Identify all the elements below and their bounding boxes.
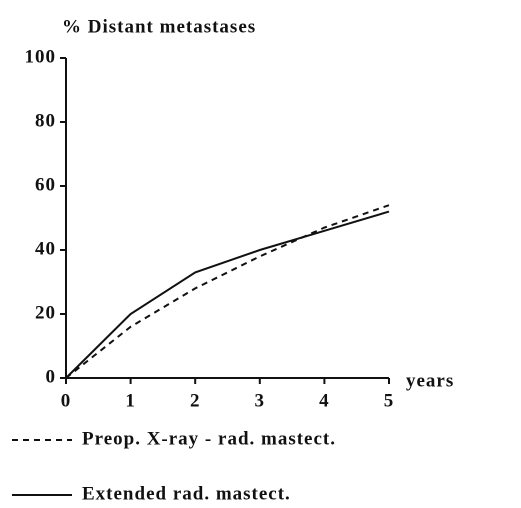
chart-title: % Distant metastases <box>62 16 256 37</box>
legend-label: Preop. X-ray - rad. mastect. <box>82 428 336 449</box>
x-tick-label: 1 <box>125 390 136 411</box>
x-tick-label: 4 <box>319 390 330 411</box>
y-tick-label: 40 <box>35 238 56 259</box>
x-tick-label: 3 <box>255 390 266 411</box>
x-axis-label: years <box>406 370 454 391</box>
y-tick-label: 100 <box>25 46 57 67</box>
y-tick-label: 60 <box>35 174 56 195</box>
legend-label: Extended rad. mastect. <box>82 483 291 504</box>
series-line <box>65 210 390 379</box>
y-tick-label: 80 <box>35 110 56 131</box>
y-tick-label: 0 <box>46 366 57 387</box>
x-tick-label: 0 <box>61 390 72 411</box>
y-tick-label: 20 <box>35 302 56 323</box>
x-tick-label: 2 <box>190 390 201 411</box>
series-line <box>65 204 390 379</box>
x-tick-label: 5 <box>384 390 395 411</box>
